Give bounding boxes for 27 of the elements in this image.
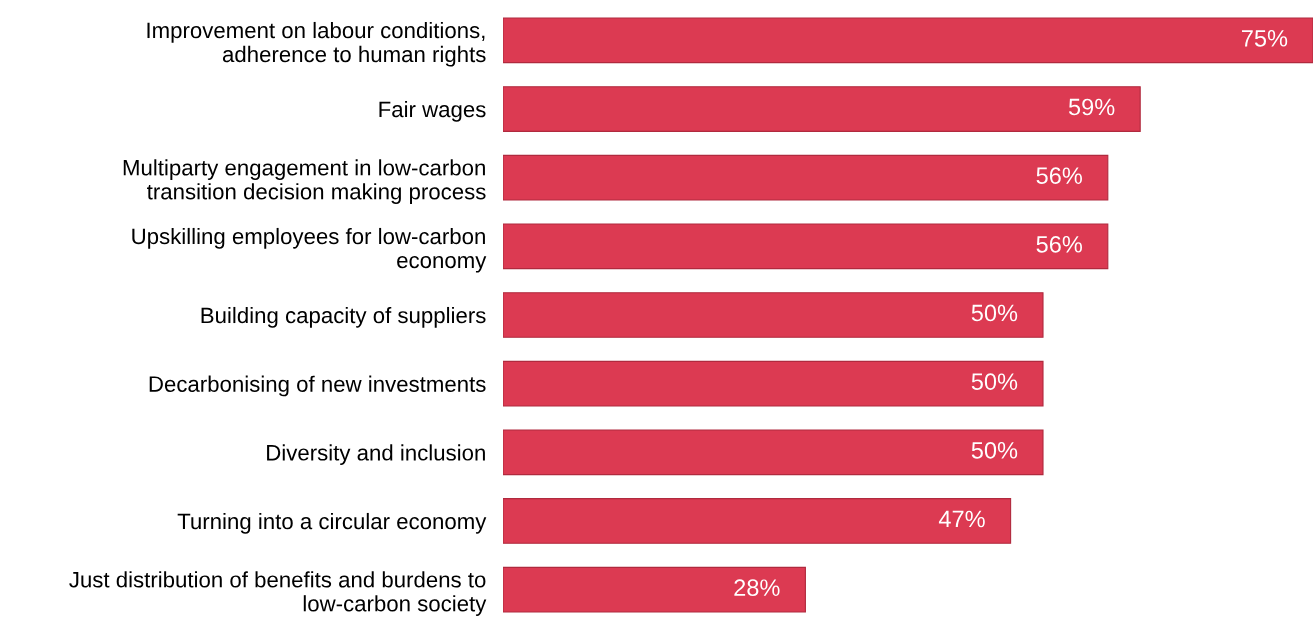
bar <box>503 86 1141 132</box>
bar <box>503 360 1044 407</box>
y-tick-label: Building capacity of suppliers <box>201 306 486 328</box>
data-label: 75% <box>1241 30 1288 47</box>
y-tick-label: Upskilling employees for low-carbon economy <box>132 227 487 273</box>
bar <box>503 566 806 613</box>
y-tick-label: Turning into a circular economy <box>177 512 487 534</box>
bar <box>503 223 1109 270</box>
data-label: 56% <box>1036 235 1082 253</box>
data-label: 50% <box>971 373 1018 390</box>
data-label: 28% <box>734 579 780 596</box>
bar <box>503 17 1313 64</box>
y-tick-label: Diversity and inclusion <box>267 444 485 465</box>
y-tick-label: Improvement on labour conditions, adherence to human rights <box>147 21 486 67</box>
y-tick-label: Fair wages <box>379 100 486 122</box>
data-label: 50% <box>971 441 1018 459</box>
data-label: 56% <box>1036 167 1082 185</box>
y-tick-label: Decarbonising of new investments <box>149 375 486 397</box>
bar <box>503 154 1109 201</box>
y-tick-label: Multiparty engagement in low-carbon transition decision making process <box>123 159 486 204</box>
bar <box>503 292 1044 338</box>
data-label: 50% <box>971 304 1018 322</box>
data-label: 47% <box>938 510 985 528</box>
bar <box>503 498 1012 544</box>
bar <box>503 429 1044 476</box>
y-tick-label: Just distribution of benefits and burdens to low-carbon society <box>69 571 487 616</box>
data-label: 59% <box>1068 98 1115 116</box>
